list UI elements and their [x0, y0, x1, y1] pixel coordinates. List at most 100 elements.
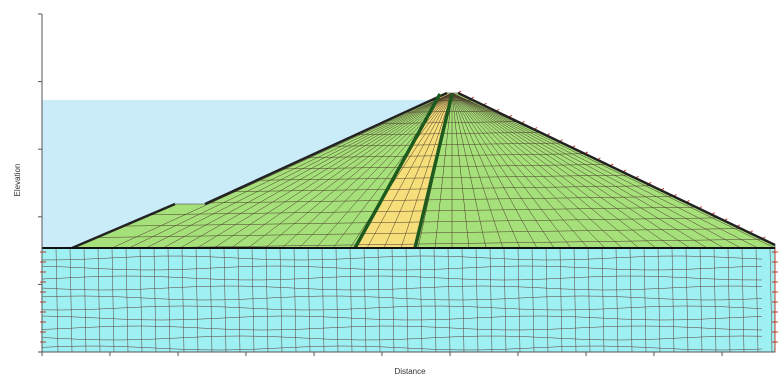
- mesh-line: [451, 93, 708, 248]
- mesh-line: [162, 93, 453, 248]
- mesh-line: [657, 248, 661, 352]
- mesh-line: [366, 93, 453, 248]
- mesh-line: [400, 93, 453, 248]
- filter: [353, 93, 442, 249]
- mesh-line: [42, 285, 763, 291]
- mesh-line: [251, 248, 255, 352]
- mesh-line: [315, 93, 453, 248]
- mesh-line: [139, 248, 143, 352]
- mesh-line: [545, 248, 549, 352]
- mesh-line: [685, 248, 689, 352]
- mesh-line: [42, 305, 763, 311]
- mesh-line: [247, 93, 453, 248]
- mesh-line: [451, 93, 470, 248]
- mesh-line: [517, 248, 521, 352]
- mesh-line: [451, 93, 538, 248]
- mesh-line: [111, 93, 453, 248]
- mesh-line: [451, 93, 572, 248]
- mesh-line: [42, 295, 763, 301]
- mesh-line: [145, 93, 453, 248]
- mesh-line: [293, 248, 297, 352]
- mesh-line: [281, 93, 453, 248]
- mesh-line: [321, 248, 325, 352]
- mesh-line: [69, 248, 73, 352]
- mesh-line: [125, 248, 129, 352]
- mesh-line: [559, 248, 563, 352]
- mesh-line: [97, 248, 101, 352]
- mesh-line: [42, 325, 763, 331]
- mesh-line: [699, 248, 703, 352]
- mesh-line: [332, 93, 453, 248]
- mesh-line: [451, 93, 759, 248]
- mesh-line: [72, 205, 775, 217]
- mesh-line: [42, 345, 763, 351]
- mesh-line: [433, 248, 437, 352]
- mesh-line: [55, 248, 59, 352]
- mesh-line: [475, 248, 479, 352]
- mesh-line: [451, 93, 623, 248]
- downstream-face: [457, 91, 776, 247]
- ticks: [38, 13, 723, 356]
- mesh-line: [264, 93, 453, 248]
- mesh-line: [769, 248, 773, 352]
- mesh-line: [209, 248, 213, 352]
- upstream-face: [71, 202, 176, 250]
- mesh-line: [391, 248, 395, 352]
- mesh-line: [83, 248, 87, 352]
- mesh-line: [223, 248, 227, 352]
- mesh-line: [181, 248, 185, 352]
- mesh-line: [451, 93, 606, 248]
- mesh-line: [741, 248, 745, 352]
- mesh-line: [363, 248, 367, 352]
- mesh-line: [237, 248, 241, 352]
- mesh-line: [447, 248, 451, 352]
- mesh-line: [230, 93, 453, 248]
- upstream-face: [204, 91, 448, 206]
- filter: [413, 93, 454, 249]
- mesh-line: [573, 248, 577, 352]
- mesh-line: [335, 248, 339, 352]
- mesh-line: [111, 248, 115, 352]
- mesh-line: [349, 248, 353, 352]
- mesh-line: [279, 248, 283, 352]
- mesh-line: [451, 93, 504, 248]
- mesh-line: [451, 93, 742, 248]
- mesh-line: [643, 248, 647, 352]
- mesh-line: [503, 248, 507, 352]
- mesh-line: [349, 93, 453, 248]
- mesh-line: [42, 315, 763, 321]
- mesh-line: [42, 265, 763, 271]
- mesh-line: [451, 93, 674, 248]
- x-axis-label: Distance: [394, 367, 426, 376]
- mesh-line: [451, 93, 589, 248]
- mesh-line: [615, 248, 619, 352]
- mesh: [40, 90, 778, 352]
- mesh-line: [755, 248, 759, 352]
- mesh-line: [434, 93, 453, 248]
- mesh-line: [601, 248, 605, 352]
- foundation: [41, 247, 776, 353]
- mesh-line: [451, 93, 775, 248]
- mesh-line: [451, 93, 725, 248]
- mesh-line: [167, 248, 171, 352]
- mesh-line: [451, 93, 487, 248]
- mesh-line: [179, 93, 453, 248]
- mesh-line: [451, 93, 555, 248]
- mesh-line: [383, 93, 453, 248]
- foundation-mesh: [42, 248, 773, 352]
- mesh-line: [153, 248, 157, 352]
- mesh-line: [265, 248, 269, 352]
- mesh-line: [307, 248, 311, 352]
- mesh-line: [42, 275, 763, 281]
- mesh-line: [461, 248, 465, 352]
- mesh-line: [727, 248, 731, 352]
- mesh-line: [196, 93, 453, 248]
- mesh-line: [213, 93, 453, 248]
- mesh-line: [713, 248, 717, 352]
- dam-core: [355, 94, 452, 248]
- mesh-line: [531, 248, 535, 352]
- mesh-line: [451, 93, 691, 248]
- mesh-line: [451, 93, 640, 248]
- mesh-line: [489, 248, 493, 352]
